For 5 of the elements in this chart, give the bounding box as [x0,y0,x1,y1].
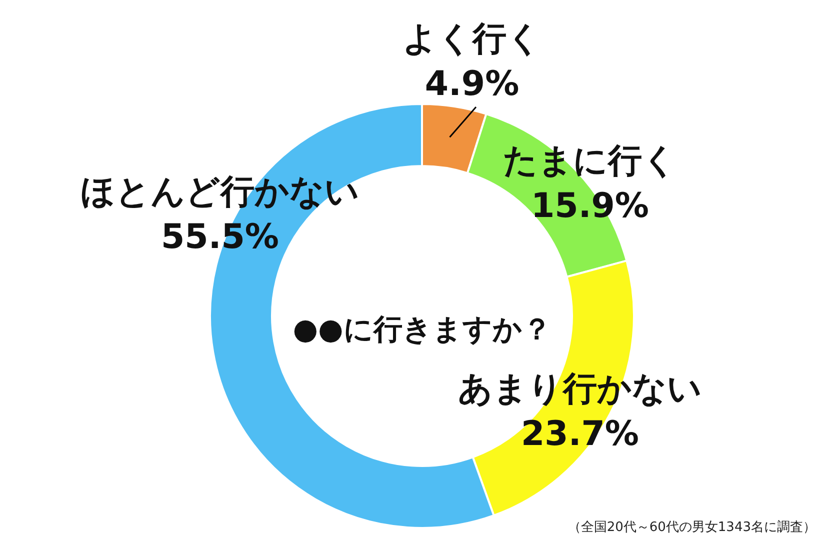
data-label: 4.9% [424,64,520,104]
text: （全国20代～60代の男女1343名に調査） [568,519,816,536]
slice-label: たまに行く [503,141,677,181]
text: ●●に行きますか？ [292,311,552,347]
slice-label: よく行く [402,19,542,59]
